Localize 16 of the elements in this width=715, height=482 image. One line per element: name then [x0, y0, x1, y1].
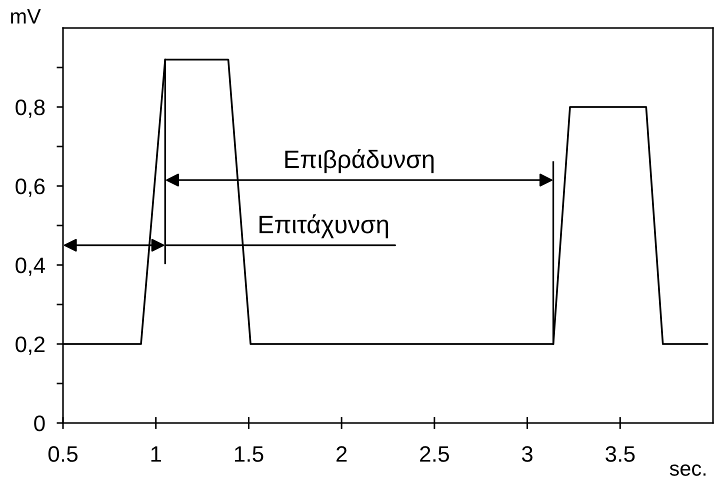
x-tick-label: 1.5 [234, 446, 264, 462]
x-axis-title: sec. [670, 464, 706, 476]
annotation: Επιβράδυνση [285, 149, 434, 174]
y-tick-label: 0,8 [16, 100, 45, 118]
x-tick-label: 1 [151, 446, 161, 462]
x-tick-label: 3 [522, 446, 532, 462]
x-tick-label: 3.5 [606, 446, 635, 462]
y-axis-title: mV [11, 9, 41, 24]
x-tick-label: 2 [336, 446, 347, 462]
x-tick-label: 2.5 [420, 446, 449, 462]
y-tick-label: 0,4 [16, 258, 45, 276]
x-tick-label: 0.5 [48, 446, 78, 462]
annotation: Επιτάχυνση [260, 214, 388, 238]
y-tick-label: 0 [34, 416, 45, 432]
y-tick-label: 0,6 [16, 178, 45, 197]
y-tick-label: 0,2 [16, 336, 45, 355]
